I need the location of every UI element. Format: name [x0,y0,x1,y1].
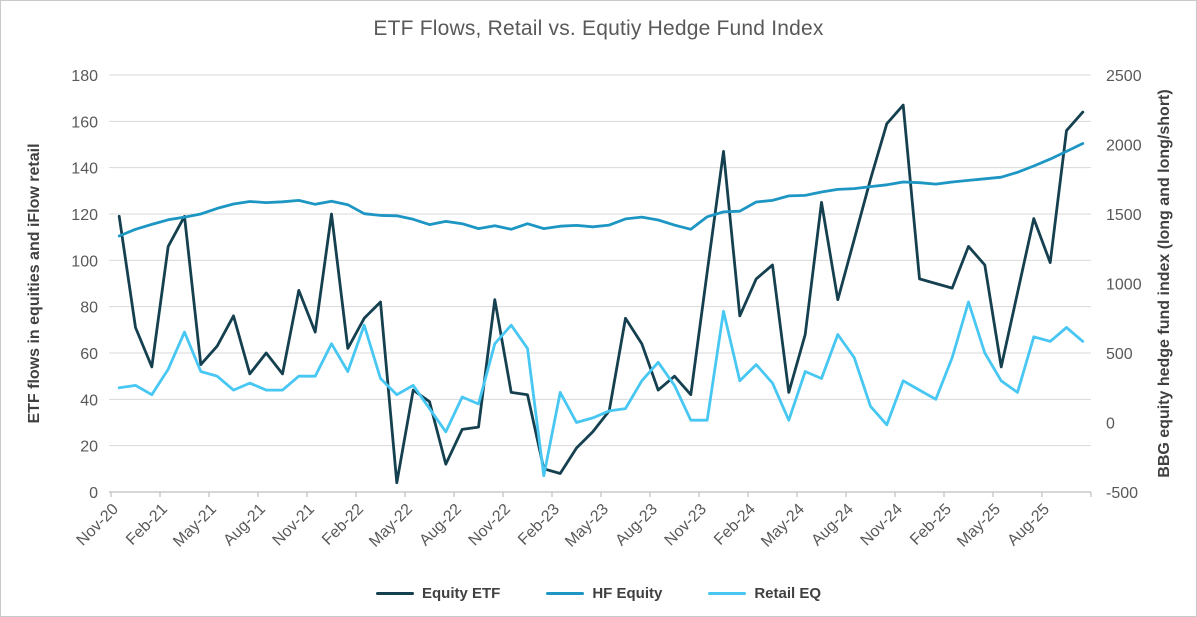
y-right-tick-label: 1000 [1106,277,1142,294]
x-tick-label: Aug-21 [220,501,269,550]
x-tick-label: Feb-23 [515,501,563,549]
y-right-tick-label: -500 [1106,485,1138,502]
x-tick-label: Feb-25 [907,501,955,549]
x-tick-label: Aug-22 [416,501,465,550]
legend-label-retail-eq: Retail EQ [754,585,822,602]
legend-label-equity-etf: Equity ETF [421,585,501,602]
legend-swatch-hf-equity-icon [546,592,585,595]
y-right-tick-label: 0 [1106,416,1115,433]
x-tick-label: Feb-24 [711,501,759,549]
legend-swatch-equity-etf-icon [375,592,414,595]
legend-swatch-retail-eq-icon [708,592,747,595]
y-right-tick-label: 2000 [1106,138,1142,155]
x-tick-label: May-25 [954,501,1004,551]
y-right-tick-label: 500 [1106,346,1133,363]
series-line-equity-etf [117,103,1085,485]
x-tick-label: Feb-22 [319,501,367,549]
y-left-tick-label: 160 [71,114,98,131]
chart-title: ETF Flows, Retail vs. Equtiy Hedge Fund … [373,17,824,40]
legend: Equity ETF HF Equity Retail EQ [1,585,1196,602]
legend-label-hf-equity: HF Equity [592,585,663,602]
x-tick-label: May-23 [562,501,612,551]
x-tick-label: Aug-23 [612,501,661,550]
y-left-tick-label: 80 [80,300,98,317]
x-tick-label: Feb-21 [123,501,171,549]
legend-item-hf-equity[interactable]: HF Equity [546,585,662,602]
x-tick-label: Nov-21 [270,501,319,550]
legend-item-retail-eq[interactable]: Retail EQ [708,585,821,602]
y-left-tick-label: 120 [71,207,98,224]
x-tick-label: Nov-22 [466,501,515,550]
x-tick-label: May-24 [758,501,808,551]
y-left-axis-title: ETF flows in equities and iFlow retail [26,143,43,423]
x-tick-label: Aug-24 [808,501,857,550]
x-tick-label: Aug-25 [1004,501,1053,550]
x-tick-label: May-21 [170,501,220,551]
y-left-tick-label: 20 [80,439,98,456]
y-left-tick-label: 0 [89,485,98,502]
y-right-tick-label: 1500 [1106,207,1142,224]
y-left-tick-label: 40 [80,392,98,409]
y-left-tick-label: 140 [71,161,98,178]
x-tick-label: Nov-20 [74,501,123,550]
series-line-retail-eq [117,300,1085,478]
y-left-tick-label: 60 [80,346,98,363]
y-right-axis-title: BBG equity hedge fund index (long and lo… [1156,89,1173,477]
x-tick-label: Nov-23 [662,501,711,550]
legend-item-equity-etf[interactable]: Equity ETF [375,585,501,602]
x-tick-label: Nov-24 [858,501,907,550]
y-right-tick-label: 2500 [1106,68,1142,85]
y-left-tick-label: 100 [71,253,98,270]
series-line-hf-equity [117,142,1085,238]
y-left-tick-label: 180 [71,68,98,85]
x-tick-label: May-22 [366,501,416,551]
